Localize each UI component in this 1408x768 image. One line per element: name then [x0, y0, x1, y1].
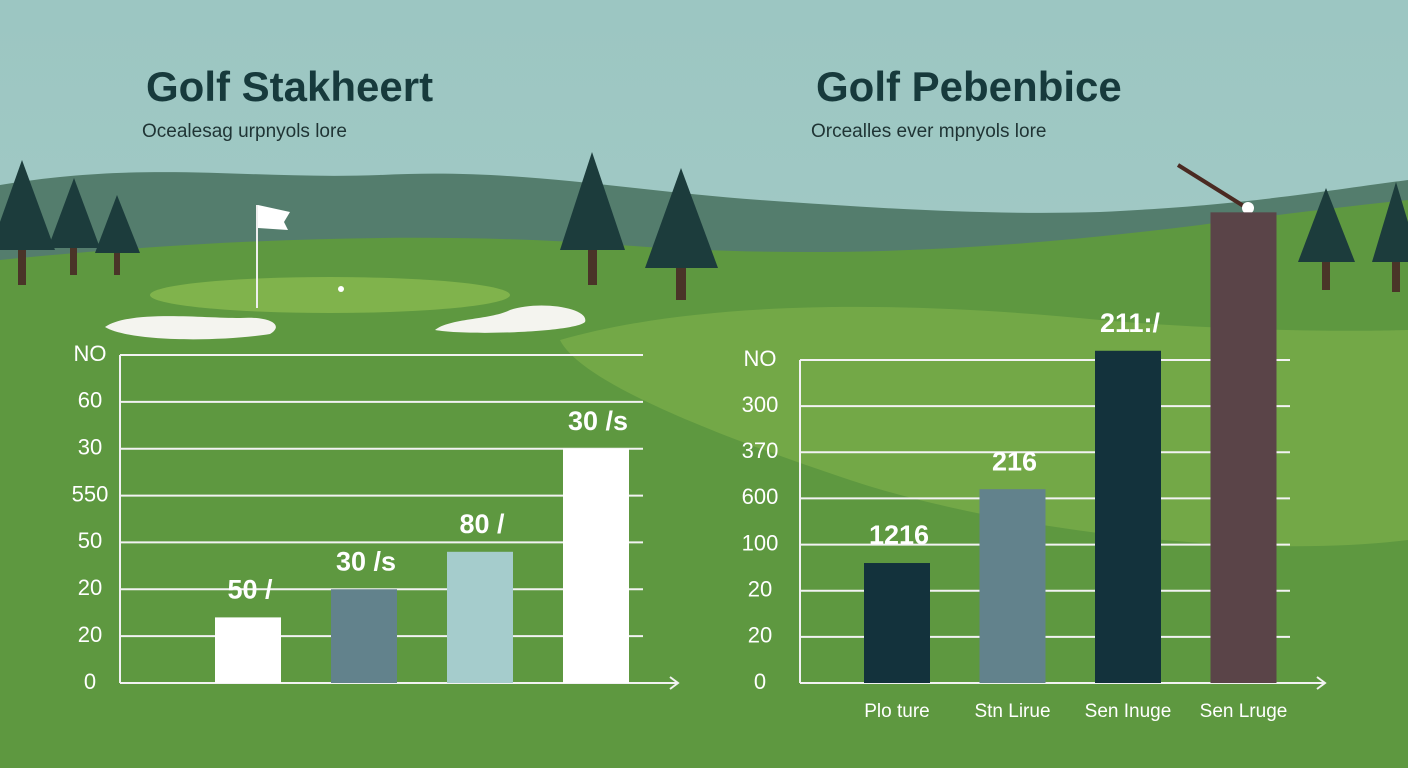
- ball: [338, 286, 344, 292]
- golf-club: [1176, 163, 1252, 212]
- y-tick-label: 20: [78, 575, 102, 600]
- y-tick-label: 20: [78, 622, 102, 647]
- x-tick-label: Stn Lirue: [974, 701, 1050, 722]
- ball: [1242, 202, 1254, 214]
- bunker: [105, 316, 276, 340]
- green: [150, 277, 510, 313]
- chart-title: Golf Pebenbice: [816, 63, 1122, 110]
- bar-label: 30 /s: [336, 546, 396, 576]
- y-tick-label: 300: [742, 392, 779, 417]
- y-tick-label: 20: [748, 623, 772, 648]
- bar: [215, 617, 281, 683]
- bar-label: 216: [992, 446, 1037, 476]
- bar-label: 1216: [869, 520, 929, 550]
- bar: [979, 489, 1046, 683]
- y-tick-label: 370: [742, 438, 779, 463]
- fairway-light: [560, 306, 1408, 547]
- bar: [864, 563, 930, 683]
- trees: [0, 152, 1408, 300]
- x-tick-label: Sen Inuge: [1085, 701, 1172, 722]
- y-tick-label: 600: [742, 484, 779, 509]
- bar-label: 50 /: [227, 575, 273, 605]
- bar: [563, 448, 629, 683]
- y-tick-label: 60: [78, 388, 102, 413]
- y-tick-label: 0: [754, 669, 766, 694]
- chart-title: Golf Stakheert: [146, 63, 433, 110]
- bunker: [435, 305, 586, 333]
- x-tick-label: Sen Lruge: [1200, 701, 1288, 722]
- bar: [331, 589, 397, 683]
- bar: [1095, 350, 1161, 683]
- bar: [447, 551, 513, 683]
- x-axis-arrow: [669, 676, 680, 690]
- y-tick-label: 550: [72, 481, 109, 506]
- y-tick-label: 50: [78, 528, 102, 553]
- chart-subtitle: Ocealesag urpnyols lore: [142, 121, 347, 142]
- x-axis-arrow: [1316, 676, 1327, 690]
- x-tick-label: Plo ture: [864, 701, 929, 722]
- y-tick-label: 0: [84, 669, 96, 694]
- bar-label: 211:/: [1100, 308, 1161, 338]
- bar-label: 30 /s: [568, 406, 628, 436]
- chart-subtitle: Orcealles ever mpnyols lore: [811, 121, 1046, 142]
- y-tick-label: NO: [74, 341, 107, 366]
- y-tick-label: 30: [78, 435, 102, 460]
- y-tick-label: NO: [744, 346, 777, 371]
- y-tick-label: 100: [742, 530, 779, 555]
- bar-label: 80 /: [459, 509, 505, 539]
- flag: [258, 205, 290, 230]
- y-tick-label: 20: [748, 577, 772, 602]
- bar: [1210, 212, 1277, 684]
